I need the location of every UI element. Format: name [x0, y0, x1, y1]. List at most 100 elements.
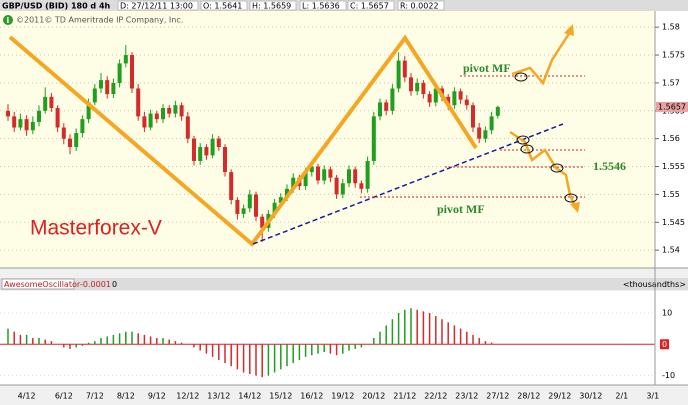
candle-body — [415, 82, 420, 92]
candle-body — [359, 183, 364, 189]
x-tick-label: 9/12 — [148, 392, 166, 401]
candle-body — [229, 172, 234, 200]
candle-body — [433, 88, 438, 103]
x-tick-label: 12/12 — [176, 392, 199, 401]
candle-body — [402, 60, 407, 78]
pivot-marker — [550, 163, 564, 173]
last-price: 1.5657 — [658, 102, 686, 111]
candle-body — [154, 113, 159, 120]
pivot-marker — [520, 144, 534, 154]
forecast-up — [511, 31, 572, 86]
candle-body — [185, 116, 190, 139]
pivot-marker — [564, 193, 578, 203]
x-tick-label: 8/12 — [117, 392, 135, 401]
candle-body — [396, 60, 401, 89]
candle-body — [179, 105, 184, 117]
candle-body — [303, 172, 308, 187]
candle-body — [61, 127, 66, 139]
candle-body — [427, 94, 432, 103]
y-tick-label: 1.575 — [662, 51, 685, 60]
candle-body — [68, 138, 72, 148]
candle-body — [198, 147, 203, 161]
candle-body — [347, 169, 351, 184]
candle-body — [384, 102, 389, 111]
y-tick-label: 1.545 — [662, 218, 685, 227]
candle-body — [18, 119, 23, 128]
candle-body — [241, 208, 246, 214]
x-tick-label: 22/12 — [424, 392, 447, 401]
x-tick-label: 15/12 — [269, 392, 292, 401]
y-tick-label: 1.58 — [662, 23, 680, 32]
info-readout: O: 1.5641 — [203, 2, 242, 11]
annotation: 1.5546 — [593, 159, 626, 173]
arrow-head — [564, 24, 574, 36]
y-tick-label: -10 — [662, 371, 675, 380]
info-icon-glyph: i — [7, 16, 10, 25]
candle-body — [24, 119, 29, 131]
candle-body — [409, 77, 413, 92]
y-tick-label: 10 — [662, 308, 672, 317]
candle-body — [130, 55, 134, 89]
candle-body — [477, 127, 482, 139]
info-readout: H: 1.5659 — [252, 2, 291, 11]
x-tick-label: 14/12 — [238, 392, 261, 401]
zigzag — [8, 34, 478, 247]
candle-body — [80, 119, 85, 134]
x-tick-label: 21/12 — [393, 392, 416, 401]
candle-body — [204, 147, 209, 156]
candle-body — [86, 102, 91, 120]
candle-body — [353, 169, 358, 184]
candle-body — [483, 130, 488, 139]
candle-body — [12, 116, 17, 128]
y-tick-label: 0 — [662, 340, 667, 349]
pivot-marker — [514, 72, 528, 82]
x-tick-label: 7/12 — [86, 392, 104, 401]
osc-axis — [655, 291, 688, 385]
candle-body — [235, 199, 240, 214]
info-icon[interactable] — [3, 15, 13, 25]
x-tick-label: 29/12 — [548, 392, 571, 401]
candle-body — [123, 55, 128, 64]
info-readout: D: 27/12/11 13:00 — [120, 2, 193, 11]
analysis-overlay: pivot MF 1.5546 pivot MF Masterforex-V — [8, 24, 626, 247]
info-box — [200, 0, 248, 11]
candle-body — [254, 194, 258, 217]
x-tick-label: 4/12 — [18, 392, 36, 401]
candle-body — [322, 169, 327, 181]
copyright: ©2011© TD Ameritrade IP Company, Inc. — [16, 16, 183, 25]
y-tick-label: 1.57 — [662, 78, 680, 87]
candle-body — [334, 177, 339, 195]
candle-body — [272, 202, 277, 214]
candle-body — [30, 121, 35, 131]
x-tick-label: 13/12 — [207, 392, 230, 401]
candle-body — [216, 138, 221, 148]
x-tick-label: 16/12 — [300, 392, 323, 401]
x-tick-label: 30/12 — [579, 392, 602, 401]
x-tick-label: 23/12 — [455, 392, 478, 401]
info-box — [299, 0, 347, 11]
annotation: pivot MF — [463, 61, 511, 75]
candle-body — [105, 80, 110, 95]
x-tick-label: 6/12 — [55, 392, 73, 401]
candle-body — [340, 183, 345, 195]
candle-body — [192, 138, 196, 161]
candle-body — [260, 216, 265, 228]
candle-body — [495, 106, 500, 116]
y-tick-label: 1.54 — [662, 246, 680, 255]
info-box — [117, 0, 199, 11]
x-tick-label: 28/12 — [517, 392, 540, 401]
x-tick-label: 27/12 — [486, 392, 509, 401]
candle-body — [37, 110, 41, 122]
zero-tag — [660, 339, 669, 350]
candle-body — [167, 108, 172, 114]
instrument: GBP/USD (BID) 180 d 4h — [2, 2, 111, 11]
y-tick-label: 1.555 — [662, 162, 685, 171]
x-tick-label: 19/12 — [331, 392, 354, 401]
candle-body — [111, 82, 116, 95]
y-tick-label: 1.55 — [662, 190, 680, 199]
osc-title: AwesomeOscillator — [4, 280, 81, 289]
candle-body — [142, 116, 147, 128]
candle-body — [452, 91, 457, 106]
candle-body — [309, 166, 314, 173]
candle-body — [43, 96, 48, 111]
